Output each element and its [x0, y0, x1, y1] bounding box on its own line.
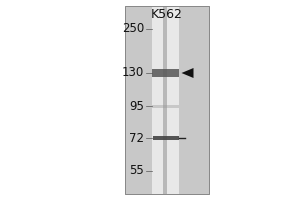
Bar — [163, 6, 167, 194]
Bar — [152, 105, 178, 108]
Bar — [153, 136, 178, 140]
Text: K562: K562 — [151, 7, 182, 21]
Text: 55: 55 — [129, 164, 144, 178]
Text: 72: 72 — [129, 132, 144, 144]
Text: 250: 250 — [122, 22, 144, 36]
Bar — [124, 6, 208, 194]
Bar — [152, 69, 178, 77]
Text: 130: 130 — [122, 66, 144, 79]
Polygon shape — [182, 68, 194, 78]
Text: 95: 95 — [129, 99, 144, 112]
Bar — [152, 6, 178, 194]
Bar — [124, 6, 208, 194]
